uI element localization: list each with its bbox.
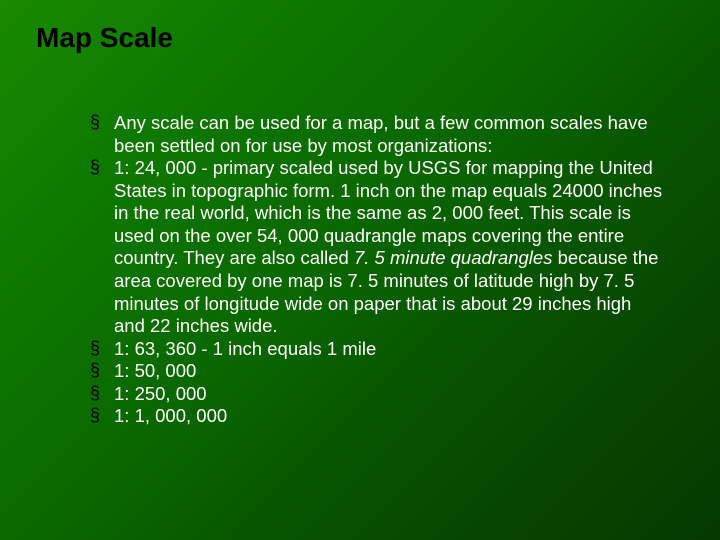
list-item: 1: 63, 360 - 1 inch equals 1 mile [90,338,664,361]
slide-content: Any scale can be used for a map, but a f… [90,112,664,428]
list-item: Any scale can be used for a map, but a f… [90,112,664,157]
list-item: 1: 50, 000 [90,360,664,383]
bullet-text: Any scale can be used for a map, but a f… [114,112,648,156]
slide: Map Scale Any scale can be used for a ma… [0,0,720,540]
bullet-list: Any scale can be used for a map, but a f… [90,112,664,428]
bullet-text: 1: 63, 360 - 1 inch equals 1 mile [114,338,376,359]
list-item: 1: 250, 000 [90,383,664,406]
bullet-text-italic: 7. 5 minute quadrangles [354,247,553,268]
bullet-text: 1: 250, 000 [114,383,207,404]
bullet-text: 1: 50, 000 [114,360,196,381]
list-item: 1: 24, 000 - primary scaled used by USGS… [90,157,664,338]
page-title: Map Scale [36,22,684,54]
list-item: 1: 1, 000, 000 [90,405,664,428]
bullet-text: 1: 1, 000, 000 [114,405,227,426]
